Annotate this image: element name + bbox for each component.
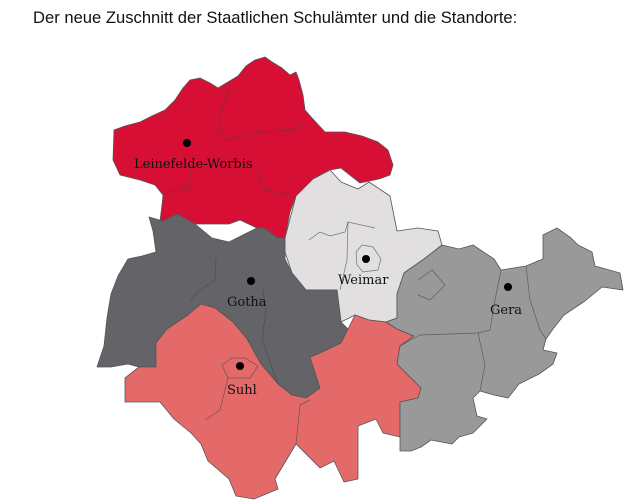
- district-border: [477, 332, 486, 392]
- label-weimar: Weimar: [338, 273, 389, 288]
- district-border: [225, 124, 306, 141]
- district-border: [261, 289, 279, 385]
- district-border: [254, 169, 291, 196]
- weimar-city-border: [355, 244, 382, 273]
- district-border: [399, 269, 502, 347]
- region-gera[interactable]: [385, 227, 624, 452]
- district-border: [308, 221, 376, 241]
- district-border: [525, 265, 547, 340]
- label-leinefelde-worbis: Leinefelde-Worbis: [134, 157, 253, 172]
- location-dot-gotha: [247, 277, 255, 285]
- label-gotha: Gotha: [227, 295, 267, 310]
- district-border: [204, 377, 229, 421]
- region-suhl[interactable]: [124, 303, 422, 500]
- location-dot-suhl: [236, 362, 244, 370]
- district-border: [295, 399, 311, 445]
- district-border: [164, 165, 191, 196]
- page-title: Der neue Zuschnitt der Staatlichen Schul…: [33, 8, 518, 27]
- district-border: [217, 83, 231, 141]
- label-suhl: Suhl: [227, 383, 257, 398]
- label-gera: Gera: [490, 303, 522, 318]
- location-dot-weimar: [362, 255, 370, 263]
- location-dot-leinefelde-worbis: [183, 139, 191, 147]
- location-dot-gera: [504, 283, 512, 291]
- district-border: [417, 269, 446, 301]
- district-border: [189, 257, 217, 301]
- district-border: [339, 221, 349, 291]
